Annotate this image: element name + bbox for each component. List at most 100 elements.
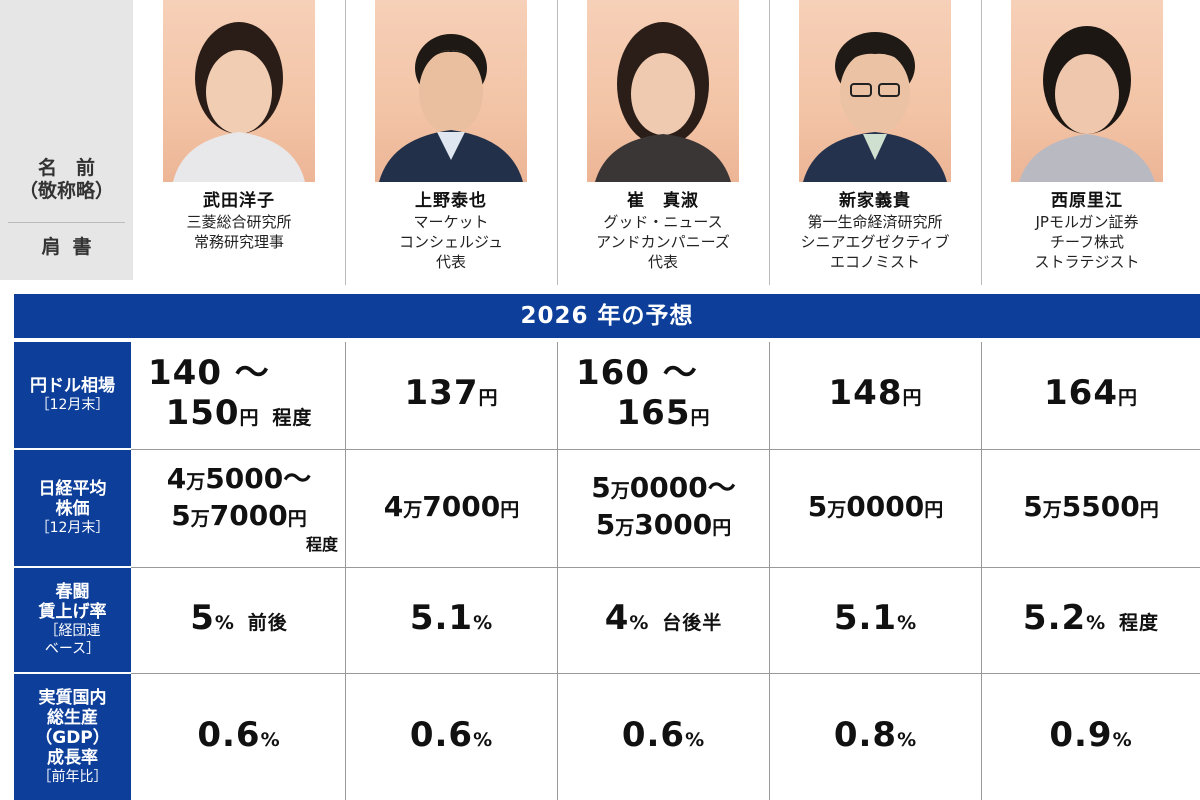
row-label-text: 円ドル相場 <box>30 376 115 396</box>
wage-cell: 5% 前後 <box>134 568 344 672</box>
unit-label: % <box>897 728 918 751</box>
unit-label: % <box>1086 611 1107 634</box>
column-divider <box>557 342 558 800</box>
analyst-photo <box>163 0 315 182</box>
title-line: グッド・ニュース <box>603 213 723 231</box>
wage-value: 5.1 <box>409 597 474 638</box>
unit-label: 万 <box>615 517 635 539</box>
portrait-icon <box>803 32 947 182</box>
title-line: 代表 <box>435 253 466 271</box>
fx-value-line: 137円 <box>405 373 499 418</box>
wage-value: 5.1 <box>833 597 898 638</box>
row-label-text: 成長率 <box>47 748 98 768</box>
nikkei-value: 5 <box>591 471 611 504</box>
wage-line: 5% 前後 <box>190 598 288 643</box>
column-divider <box>981 342 982 800</box>
wage-cell: 5.2% 程度 <box>982 568 1200 672</box>
title-line: 代表 <box>647 253 678 271</box>
unit-label: 円 <box>1117 386 1138 409</box>
analyst-photo <box>375 0 527 182</box>
analyst-title: グッド・ニュース アンドカンパニーズ 代表 <box>560 212 766 272</box>
analyst-photo <box>799 0 951 182</box>
gdp-value: 0.8 <box>833 714 898 755</box>
title-line: シニアエグゼクティブ <box>800 233 950 251</box>
fx-value: 137 <box>404 372 479 413</box>
nikkei-value: 7000 <box>422 489 501 523</box>
wage-line: 5.1% <box>834 598 917 643</box>
fx-range-line-2: 150円 程度 <box>166 393 313 438</box>
wage-value: 5 <box>190 597 215 638</box>
unit-label: 円 <box>712 517 732 539</box>
fx-value: 164 <box>1044 372 1118 413</box>
nikkei-value: 5 <box>171 499 191 532</box>
gdp-cell: 0.6% <box>558 674 769 800</box>
row-label-gdp: 実質国内 総生産 （GDP） 成長率 ［前年比］ <box>14 674 131 800</box>
analyst-photo <box>1011 0 1163 182</box>
range-mark: ～ <box>283 462 312 495</box>
unit-label: 万 <box>186 471 206 493</box>
gdp-value: 0.6 <box>197 714 261 755</box>
nikkei-value: 4 <box>383 489 404 523</box>
gdp-cell: 0.9% <box>982 674 1200 800</box>
gdp-line: 0.8% <box>834 715 917 760</box>
unit-label: % <box>629 611 650 634</box>
row-label-text: （GDP） <box>35 728 110 748</box>
wage-line: 5.1% <box>410 598 493 643</box>
wage-value: 4 <box>604 597 630 638</box>
name-label-line-1: 名 前 <box>37 157 95 179</box>
unit-label: % <box>260 728 281 751</box>
header-label-column: 名 前 （敬称略） 肩書 <box>0 0 133 280</box>
nikkei-value: 0000 <box>629 471 708 504</box>
unit-label: 円 <box>239 406 260 429</box>
analyst-header: 名 前 （敬称略） 肩書 武田洋子 三菱総合研究所 常務研究理事 <box>0 0 1200 285</box>
column-divider <box>981 0 982 285</box>
portrait-icon <box>595 22 731 182</box>
unit-label: 万 <box>1042 498 1062 521</box>
name-label: 名 前 （敬称略） <box>0 157 133 203</box>
nikkei-line-2: 5万3000円 <box>596 508 731 545</box>
unit-label: % <box>473 611 494 634</box>
row-label-text: 総生産 <box>47 708 98 728</box>
row-label-fx: 円ドル相場 ［12月末］ <box>14 342 131 448</box>
qualifier-note: 程度 <box>305 535 338 554</box>
row-label-wage: 春闘 賃上げ率 ［経団連 ベース］ <box>14 568 131 672</box>
row-label-sub: ［経団連 <box>44 623 101 639</box>
row-label-text: 株価 <box>55 499 90 519</box>
gdp-value: 0.6 <box>409 714 474 755</box>
nikkei-value: 5 <box>595 508 616 541</box>
nikkei-line: 5万5500円 <box>1023 490 1158 527</box>
gdp-cell: 0.6% <box>346 674 557 800</box>
range-mark: ～ <box>707 471 736 504</box>
column-divider <box>769 342 770 800</box>
title-line: エコノミスト <box>829 253 920 271</box>
title-line: 常務研究理事 <box>193 233 284 251</box>
fx-value: 165 <box>616 392 691 433</box>
wage-cell: 5.1% <box>770 568 981 672</box>
fx-value-line: 164円 <box>1044 373 1138 418</box>
fx-value: 148 <box>828 372 903 413</box>
portrait-icon <box>379 34 523 182</box>
unit-label: 万 <box>827 498 847 521</box>
analyst-column: 西原里江 JPモルガン証券 チーフ株式 ストラテジスト <box>984 0 1190 285</box>
nikkei-value: 5 <box>807 489 828 523</box>
title-line: JPモルガン証券 <box>1035 213 1139 231</box>
nikkei-value: 3000 <box>634 508 713 541</box>
fx-cell: 164円 <box>982 342 1200 448</box>
analyst-title: 第一生命経済研究所 シニアエグゼクティブ エコノミスト <box>772 212 978 272</box>
title-label: 肩書 <box>41 236 104 258</box>
label-divider <box>8 222 125 223</box>
nikkei-cell: 4万7000円 <box>346 450 557 566</box>
row-label-text: 実質国内 <box>38 688 107 708</box>
analyst-column: 崔 真淑 グッド・ニュース アンドカンパニーズ 代表 <box>560 0 766 285</box>
gdp-line: 0.6% <box>622 715 705 760</box>
nikkei-value: 0000 <box>846 489 925 523</box>
analyst-title: JPモルガン証券 チーフ株式 ストラテジスト <box>984 212 1190 272</box>
nikkei-value: 5500 <box>1061 489 1140 523</box>
gdp-line: 0.6% <box>197 715 280 760</box>
analyst-column: 武田洋子 三菱総合研究所 常務研究理事 <box>136 0 342 285</box>
fx-range-line-1: 140 ～ <box>148 352 270 393</box>
forecast-table: 円ドル相場 ［12月末］ 日経平均 株価 ［12月末］ 春闘 賃上げ率 ［経団連… <box>14 342 1200 800</box>
portrait-icon <box>1019 26 1155 182</box>
analyst-name: 西原里江 <box>1051 191 1123 211</box>
nikkei-line-1: 5万0000～ <box>591 471 735 508</box>
